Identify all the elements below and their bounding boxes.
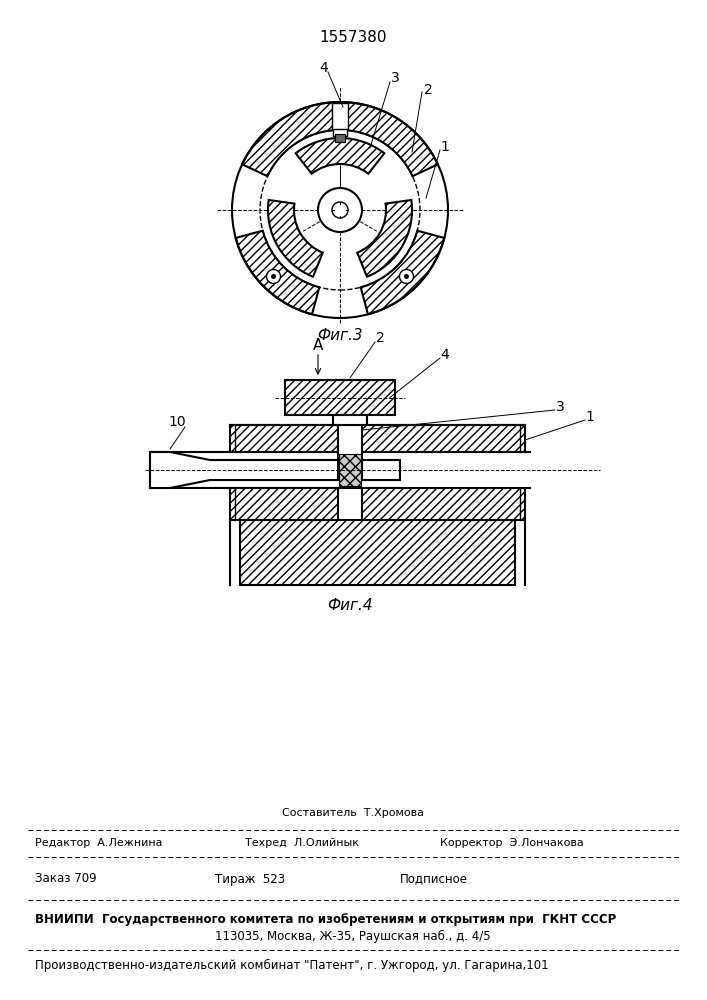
Text: 3: 3 <box>556 400 564 414</box>
Bar <box>332 103 348 129</box>
Text: 1: 1 <box>585 410 595 424</box>
Text: 4: 4 <box>440 348 450 362</box>
Circle shape <box>271 274 276 279</box>
Bar <box>339 454 361 486</box>
Text: Заказ 709: Заказ 709 <box>35 872 97 886</box>
Circle shape <box>267 269 281 283</box>
Bar <box>225 452 530 488</box>
Text: Производственно-издательский комбинат "Патент", г. Ужгород, ул. Гагарина,101: Производственно-издательский комбинат "П… <box>35 958 549 972</box>
Text: Редактор  А.Лежнина: Редактор А.Лежнина <box>35 838 163 848</box>
Circle shape <box>399 269 414 283</box>
Circle shape <box>404 274 409 279</box>
Text: 113035, Москва, Ж-35, Раушская наб., д. 4/5: 113035, Москва, Ж-35, Раушская наб., д. … <box>215 929 491 943</box>
Bar <box>335 134 345 142</box>
Bar <box>150 452 230 488</box>
Wedge shape <box>357 200 412 277</box>
Polygon shape <box>150 452 400 488</box>
Text: 1557380: 1557380 <box>320 30 387 45</box>
Bar <box>285 380 395 415</box>
Text: 1: 1 <box>440 140 450 154</box>
Bar <box>362 425 525 520</box>
Wedge shape <box>361 231 444 314</box>
Text: A: A <box>312 338 323 353</box>
Wedge shape <box>268 200 323 277</box>
Text: Корректор  Э.Лончакова: Корректор Э.Лончакова <box>440 838 584 848</box>
Bar <box>333 415 367 425</box>
Text: Тираж  523: Тираж 523 <box>215 872 285 886</box>
Text: Подписное: Подписное <box>400 872 468 886</box>
Text: Техред  Л.Олийнык: Техред Л.Олийнык <box>245 838 359 848</box>
Text: Фиг.4: Фиг.4 <box>327 597 373 612</box>
Wedge shape <box>296 138 385 174</box>
Bar <box>338 415 362 478</box>
Text: ВНИИПИ  Государственного комитета по изобретениям и открытиям при  ГКНТ СССР: ВНИИПИ Государственного комитета по изоб… <box>35 914 617 926</box>
Wedge shape <box>235 231 320 314</box>
Text: 10: 10 <box>168 415 186 429</box>
Text: 4: 4 <box>320 61 328 75</box>
Text: 2: 2 <box>423 83 433 97</box>
Text: Составитель  Т.Хромова: Составитель Т.Хромова <box>282 808 424 818</box>
Circle shape <box>332 202 348 218</box>
Text: 3: 3 <box>391 71 399 85</box>
Bar <box>333 118 347 136</box>
Bar <box>230 425 338 520</box>
Wedge shape <box>242 102 438 176</box>
Text: Фиг.3: Фиг.3 <box>317 328 363 342</box>
Circle shape <box>318 188 362 232</box>
Text: 2: 2 <box>375 331 385 345</box>
Bar <box>240 520 515 585</box>
